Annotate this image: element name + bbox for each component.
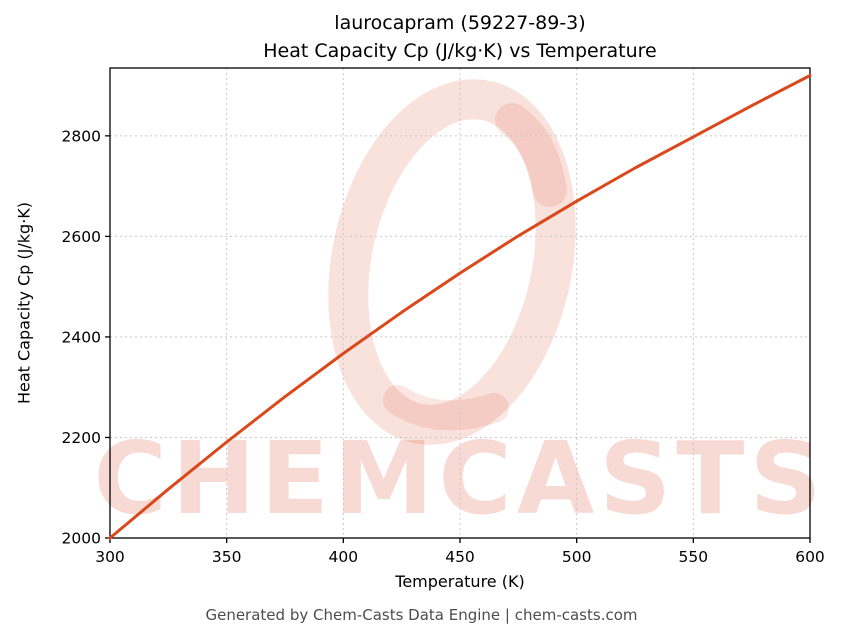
y-axis-label: Heat Capacity Cp (J/kg·K) bbox=[14, 201, 34, 405]
chart-title-line1: laurocapram (59227-89-3) bbox=[334, 12, 586, 34]
svg-text:600: 600 bbox=[795, 548, 825, 566]
footer-attribution: Generated by Chem-Casts Data Engine | ch… bbox=[205, 606, 638, 624]
svg-text:2000: 2000 bbox=[62, 530, 101, 548]
svg-text:300: 300 bbox=[95, 548, 125, 566]
svg-text:450: 450 bbox=[445, 548, 475, 566]
svg-text:2800: 2800 bbox=[62, 127, 101, 145]
svg-text:2200: 2200 bbox=[62, 429, 101, 447]
svg-text:2400: 2400 bbox=[62, 328, 101, 346]
svg-text:550: 550 bbox=[679, 548, 709, 566]
chart-title-line2: Heat Capacity Cp (J/kg·K) vs Temperature bbox=[263, 39, 657, 62]
chart-title: laurocapram (59227-89-3) Heat Capacity C… bbox=[110, 10, 810, 65]
svg-text:350: 350 bbox=[212, 548, 242, 566]
svg-text:500: 500 bbox=[562, 548, 592, 566]
svg-text:400: 400 bbox=[329, 548, 359, 566]
svg-text:2600: 2600 bbox=[62, 228, 101, 246]
x-axis-label: Temperature (K) bbox=[395, 572, 525, 591]
